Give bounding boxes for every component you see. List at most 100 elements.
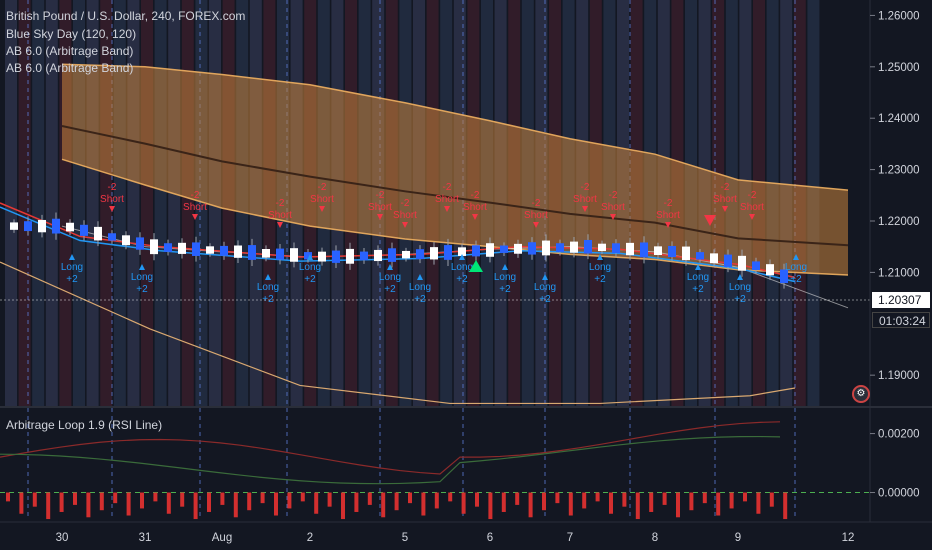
- long-signal-label: Long: [589, 262, 611, 273]
- indicator-legend-ab-2[interactable]: AB 6.0 (Arbitrage Band): [6, 61, 134, 75]
- short-signal-label: Short: [393, 210, 417, 221]
- long-signal-label: Long: [299, 262, 321, 273]
- candle-body: [514, 243, 522, 254]
- time-tick-label: 12: [842, 532, 855, 544]
- time-tick-label: 9: [735, 532, 741, 544]
- histogram-bar: [32, 492, 37, 507]
- price-tick-label: 1.24000: [878, 113, 920, 125]
- short-arrow: [582, 206, 588, 212]
- band-midline: [61, 125, 849, 247]
- candle-body: [486, 243, 494, 257]
- candle-body: [24, 221, 32, 232]
- sub-tick-label: 0.00000: [878, 488, 920, 500]
- histogram-bar: [260, 492, 265, 504]
- histogram-bar: [314, 492, 319, 514]
- candle-body: [766, 264, 774, 276]
- long-signal-value: +2: [456, 274, 468, 285]
- histogram-bar: [448, 492, 453, 502]
- histogram-bar: [19, 492, 24, 514]
- histogram-bar: [515, 492, 520, 505]
- short-signal-label: Short: [524, 210, 548, 221]
- long-arrow: [502, 264, 508, 270]
- short-signal-label: Short: [310, 194, 334, 205]
- short-arrow: [722, 206, 728, 212]
- histogram-bar: [166, 492, 171, 514]
- session-stripe: [127, 0, 140, 406]
- long-signal-value: +2: [594, 274, 606, 285]
- time-tick-label: 31: [139, 532, 152, 544]
- candle-body: [738, 255, 746, 271]
- time-tick-label: 5: [402, 532, 408, 544]
- histogram-bar: [367, 492, 372, 505]
- histogram-bar: [649, 492, 654, 512]
- short-signal-value: -2: [471, 190, 480, 201]
- long-arrow: [542, 274, 548, 280]
- rsi-green-line: [0, 435, 781, 485]
- session-stripe: [154, 0, 167, 406]
- candle-body: [696, 252, 704, 260]
- histogram-bar: [609, 492, 613, 514]
- candle-body: [38, 219, 46, 233]
- long-signal-value: +2: [304, 274, 316, 285]
- long-signal-label: Long: [687, 272, 709, 283]
- short-arrow: [109, 206, 115, 212]
- candle-body: [220, 245, 228, 256]
- candle-body: [472, 245, 480, 257]
- time-tick-label: 7: [567, 532, 573, 544]
- short-signal-value: -2: [108, 182, 117, 193]
- long-arrow: [737, 274, 743, 280]
- histogram-bar: [207, 492, 211, 512]
- long-signal-label: Long: [409, 282, 431, 293]
- long-signal-label: Long: [785, 262, 807, 273]
- long-arrow: [307, 254, 313, 260]
- histogram-bar: [46, 492, 51, 520]
- settings-icon[interactable]: ⚙: [852, 385, 870, 403]
- short-signal-value: -2: [376, 190, 385, 201]
- long-signal-value: +2: [692, 284, 704, 295]
- candle-body: [290, 248, 298, 262]
- long-signal-label: Long: [379, 272, 401, 283]
- buy-triangle: [469, 260, 483, 272]
- candles: [10, 212, 788, 289]
- candle-body: [164, 243, 172, 252]
- candle-body: [752, 261, 760, 271]
- histogram-bar: [769, 492, 774, 507]
- indicator-legend-blue-sky[interactable]: Blue Sky Day (120, 120): [6, 27, 137, 41]
- histogram-bar: [381, 492, 386, 518]
- short-signal-label: Short: [368, 202, 392, 213]
- session-stripe: [32, 0, 45, 406]
- short-signal-value: -2: [191, 190, 200, 201]
- histogram-bar: [287, 492, 292, 509]
- long-signal-label: Long: [729, 282, 751, 293]
- subpanel-title[interactable]: Arbitrage Loop 1.9 (RSI Line): [6, 418, 163, 432]
- long-signal-value: +2: [384, 284, 396, 295]
- candle-body: [304, 252, 312, 260]
- short-arrow: [192, 214, 198, 220]
- histogram-bar: [394, 492, 399, 511]
- short-signal-value: -2: [581, 182, 590, 193]
- candle-body: [248, 245, 256, 260]
- candle-body: [556, 243, 564, 252]
- short-signal-label: Short: [601, 202, 625, 213]
- short-signal-label: Short: [740, 202, 764, 213]
- indicator-legend-ab-1[interactable]: AB 6.0 (Arbitrage Band): [6, 44, 134, 58]
- histogram-bar: [327, 492, 332, 507]
- long-arrow: [417, 274, 423, 280]
- short-arrow: [665, 222, 671, 228]
- candle-body: [206, 246, 214, 254]
- histogram-bar: [743, 492, 747, 502]
- histogram-bar: [6, 492, 10, 502]
- short-signal-label: Short: [183, 202, 207, 213]
- short-signal-value: -2: [443, 182, 452, 193]
- long-arrow: [69, 254, 75, 260]
- price-tick-label: 1.22000: [878, 216, 920, 228]
- short-signal-label: Short: [713, 194, 737, 205]
- histogram-bar: [488, 492, 493, 520]
- histogram-bar: [555, 492, 560, 504]
- series-line-0: [61, 63, 849, 191]
- long-signal-label: Long: [534, 282, 556, 293]
- candle-body: [710, 253, 718, 264]
- symbol-title: British Pound / U.S. Dollar, 240, FOREX.…: [6, 9, 246, 23]
